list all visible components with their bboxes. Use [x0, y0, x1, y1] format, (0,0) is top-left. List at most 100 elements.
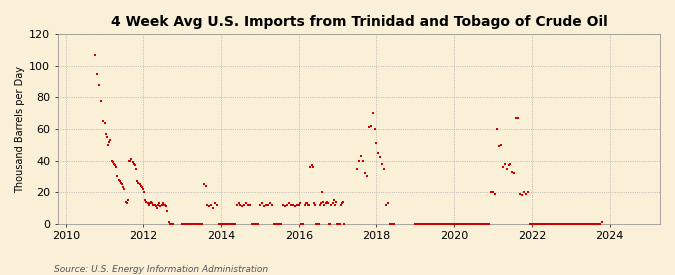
Point: [223, 222, 234, 226]
Point: [460, 222, 471, 226]
Point: [420, 222, 431, 226]
Point: [183, 222, 194, 226]
Point: [101, 132, 111, 136]
Point: [453, 222, 464, 226]
Point: [239, 203, 250, 207]
Point: [128, 162, 139, 166]
Point: [153, 203, 163, 207]
Point: [230, 222, 240, 226]
Point: [135, 184, 146, 188]
Point: [292, 203, 302, 207]
Point: [354, 158, 364, 163]
Point: [367, 111, 378, 116]
Point: [329, 203, 340, 207]
Point: [556, 222, 566, 226]
Point: [297, 222, 308, 226]
Point: [482, 222, 493, 226]
Point: [441, 222, 452, 226]
Point: [159, 203, 169, 207]
Point: [149, 203, 160, 207]
Point: [503, 163, 514, 167]
Point: [560, 222, 570, 226]
Point: [507, 169, 518, 174]
Point: [274, 222, 285, 226]
Point: [321, 199, 332, 204]
Point: [132, 179, 142, 183]
Point: [284, 201, 294, 205]
Point: [151, 204, 161, 209]
Point: [256, 201, 267, 205]
Point: [163, 220, 174, 224]
Point: [511, 116, 522, 120]
Point: [422, 222, 433, 226]
Point: [524, 222, 535, 226]
Point: [294, 203, 304, 207]
Point: [333, 222, 344, 226]
Point: [190, 222, 201, 226]
Point: [237, 204, 248, 209]
Point: [549, 222, 560, 226]
Point: [371, 141, 382, 145]
Point: [162, 209, 173, 213]
Point: [579, 222, 590, 226]
Point: [227, 222, 238, 226]
Point: [259, 204, 269, 209]
Point: [112, 174, 123, 179]
Point: [315, 203, 325, 207]
Point: [458, 222, 469, 226]
Point: [567, 222, 578, 226]
Point: [414, 222, 425, 226]
Point: [167, 222, 178, 226]
Point: [451, 222, 462, 226]
Point: [139, 190, 150, 194]
Point: [433, 222, 444, 226]
Point: [369, 127, 380, 131]
Point: [554, 222, 564, 226]
Point: [281, 203, 292, 207]
Point: [104, 139, 115, 144]
Point: [470, 222, 481, 226]
Point: [122, 198, 133, 202]
Point: [250, 222, 261, 226]
Point: [445, 222, 456, 226]
Point: [95, 98, 106, 103]
Point: [339, 222, 350, 226]
Point: [106, 158, 117, 163]
Point: [328, 198, 339, 202]
Point: [313, 222, 324, 226]
Point: [325, 222, 335, 226]
Point: [184, 222, 195, 226]
Point: [323, 201, 333, 205]
Point: [181, 222, 192, 226]
Point: [97, 119, 108, 123]
Point: [575, 222, 586, 226]
Point: [232, 203, 242, 207]
Point: [443, 222, 454, 226]
Point: [225, 222, 236, 226]
Point: [93, 83, 104, 87]
Point: [288, 203, 298, 207]
Point: [356, 154, 367, 158]
Point: [573, 222, 584, 226]
Point: [331, 199, 342, 204]
Point: [352, 166, 362, 171]
Point: [165, 222, 176, 226]
Point: [130, 166, 141, 171]
Point: [439, 222, 450, 226]
Point: [279, 204, 290, 209]
Point: [326, 203, 337, 207]
Point: [484, 222, 495, 226]
Point: [290, 204, 300, 209]
Point: [410, 222, 421, 226]
Point: [254, 203, 265, 207]
Point: [148, 203, 159, 207]
Point: [107, 160, 118, 164]
Point: [299, 203, 310, 207]
Point: [286, 203, 296, 207]
Point: [359, 171, 370, 175]
Point: [134, 182, 145, 186]
Point: [531, 222, 541, 226]
Point: [533, 222, 543, 226]
Point: [202, 203, 213, 207]
Point: [385, 222, 396, 226]
